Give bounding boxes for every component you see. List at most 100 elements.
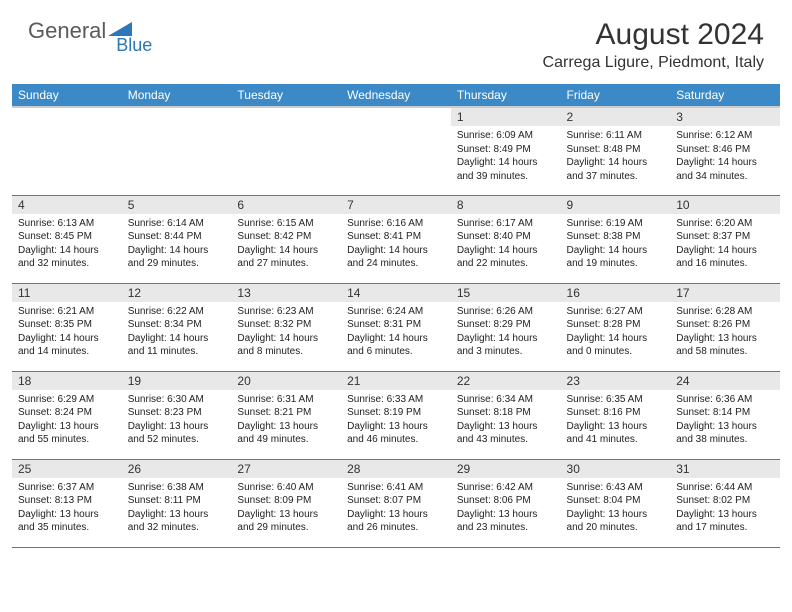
day-number: 26 <box>122 460 232 478</box>
day-number <box>231 108 341 126</box>
day-info: Sunrise: 6:13 AMSunset: 8:45 PMDaylight:… <box>12 214 122 275</box>
sunrise-text: Sunrise: 6:37 AM <box>18 481 116 495</box>
day-info: Sunrise: 6:19 AMSunset: 8:38 PMDaylight:… <box>561 214 671 275</box>
day-number: 30 <box>561 460 671 478</box>
day-info: Sunrise: 6:31 AMSunset: 8:21 PMDaylight:… <box>231 390 341 451</box>
calendar-day-cell: 24Sunrise: 6:36 AMSunset: 8:14 PMDayligh… <box>670 371 780 459</box>
calendar-day-cell: 11Sunrise: 6:21 AMSunset: 8:35 PMDayligh… <box>12 283 122 371</box>
daylight-text: Daylight: 13 hours and 32 minutes. <box>128 508 226 535</box>
day-number: 18 <box>12 372 122 390</box>
day-number: 11 <box>12 284 122 302</box>
sunset-text: Sunset: 8:04 PM <box>567 494 665 508</box>
title-block: August 2024 Carrega Ligure, Piedmont, It… <box>543 18 764 72</box>
daylight-text: Daylight: 13 hours and 38 minutes. <box>676 420 774 447</box>
month-title: August 2024 <box>543 18 764 52</box>
day-number: 4 <box>12 196 122 214</box>
calendar-day-cell: 26Sunrise: 6:38 AMSunset: 8:11 PMDayligh… <box>122 459 232 547</box>
sunset-text: Sunset: 8:37 PM <box>676 230 774 244</box>
weekday-header: Monday <box>122 84 232 107</box>
day-number <box>341 108 451 126</box>
day-info: Sunrise: 6:09 AMSunset: 8:49 PMDaylight:… <box>451 126 561 187</box>
sunrise-text: Sunrise: 6:40 AM <box>237 481 335 495</box>
daylight-text: Daylight: 13 hours and 23 minutes. <box>457 508 555 535</box>
sunset-text: Sunset: 8:16 PM <box>567 406 665 420</box>
sunset-text: Sunset: 8:45 PM <box>18 230 116 244</box>
calendar-day-cell: 8Sunrise: 6:17 AMSunset: 8:40 PMDaylight… <box>451 195 561 283</box>
day-number: 25 <box>12 460 122 478</box>
calendar-day-cell <box>341 107 451 195</box>
day-number: 14 <box>341 284 451 302</box>
sunrise-text: Sunrise: 6:41 AM <box>347 481 445 495</box>
sunset-text: Sunset: 8:38 PM <box>567 230 665 244</box>
day-number: 21 <box>341 372 451 390</box>
sunrise-text: Sunrise: 6:28 AM <box>676 305 774 319</box>
calendar-day-cell: 16Sunrise: 6:27 AMSunset: 8:28 PMDayligh… <box>561 283 671 371</box>
sunrise-text: Sunrise: 6:27 AM <box>567 305 665 319</box>
day-info: Sunrise: 6:15 AMSunset: 8:42 PMDaylight:… <box>231 214 341 275</box>
calendar-day-cell: 19Sunrise: 6:30 AMSunset: 8:23 PMDayligh… <box>122 371 232 459</box>
sunset-text: Sunset: 8:19 PM <box>347 406 445 420</box>
logo: General Blue <box>28 18 146 44</box>
day-number: 5 <box>122 196 232 214</box>
sunrise-text: Sunrise: 6:43 AM <box>567 481 665 495</box>
calendar-day-cell: 3Sunrise: 6:12 AMSunset: 8:46 PMDaylight… <box>670 107 780 195</box>
sunset-text: Sunset: 8:28 PM <box>567 318 665 332</box>
day-number: 24 <box>670 372 780 390</box>
calendar-day-cell: 13Sunrise: 6:23 AMSunset: 8:32 PMDayligh… <box>231 283 341 371</box>
calendar-week-row: 25Sunrise: 6:37 AMSunset: 8:13 PMDayligh… <box>12 459 780 547</box>
day-number: 19 <box>122 372 232 390</box>
sunrise-text: Sunrise: 6:22 AM <box>128 305 226 319</box>
day-info: Sunrise: 6:16 AMSunset: 8:41 PMDaylight:… <box>341 214 451 275</box>
calendar-day-cell: 6Sunrise: 6:15 AMSunset: 8:42 PMDaylight… <box>231 195 341 283</box>
weekday-header: Sunday <box>12 84 122 107</box>
daylight-text: Daylight: 13 hours and 52 minutes. <box>128 420 226 447</box>
daylight-text: Daylight: 13 hours and 35 minutes. <box>18 508 116 535</box>
day-number: 20 <box>231 372 341 390</box>
sunset-text: Sunset: 8:13 PM <box>18 494 116 508</box>
calendar-day-cell <box>231 107 341 195</box>
day-number: 16 <box>561 284 671 302</box>
sunset-text: Sunset: 8:24 PM <box>18 406 116 420</box>
daylight-text: Daylight: 13 hours and 49 minutes. <box>237 420 335 447</box>
sunrise-text: Sunrise: 6:38 AM <box>128 481 226 495</box>
day-info: Sunrise: 6:17 AMSunset: 8:40 PMDaylight:… <box>451 214 561 275</box>
sunrise-text: Sunrise: 6:26 AM <box>457 305 555 319</box>
sunrise-text: Sunrise: 6:17 AM <box>457 217 555 231</box>
daylight-text: Daylight: 14 hours and 0 minutes. <box>567 332 665 359</box>
weekday-header: Saturday <box>670 84 780 107</box>
sunset-text: Sunset: 8:09 PM <box>237 494 335 508</box>
daylight-text: Daylight: 13 hours and 43 minutes. <box>457 420 555 447</box>
daylight-text: Daylight: 13 hours and 20 minutes. <box>567 508 665 535</box>
calendar-week-row: 4Sunrise: 6:13 AMSunset: 8:45 PMDaylight… <box>12 195 780 283</box>
day-info: Sunrise: 6:20 AMSunset: 8:37 PMDaylight:… <box>670 214 780 275</box>
sunset-text: Sunset: 8:26 PM <box>676 318 774 332</box>
sunrise-text: Sunrise: 6:31 AM <box>237 393 335 407</box>
calendar-day-cell: 30 Sunrise: 6:43 AMSunset: 8:04 PMDayligh… <box>561 459 671 547</box>
daylight-text: Daylight: 13 hours and 55 minutes. <box>18 420 116 447</box>
day-number <box>12 108 122 126</box>
day-number: 15 <box>451 284 561 302</box>
calendar-day-cell: 20Sunrise: 6:31 AMSunset: 8:21 PMDayligh… <box>231 371 341 459</box>
day-number: 9 <box>561 196 671 214</box>
sunrise-text: Sunrise: 6:44 AM <box>676 481 774 495</box>
sunrise-text: Sunrise: 6:13 AM <box>18 217 116 231</box>
calendar-day-cell: 15Sunrise: 6:26 AMSunset: 8:29 PMDayligh… <box>451 283 561 371</box>
weekday-header-row: Sunday Monday Tuesday Wednesday Thursday… <box>12 84 780 107</box>
weekday-header: Friday <box>561 84 671 107</box>
day-number: 13 <box>231 284 341 302</box>
daylight-text: Daylight: 13 hours and 26 minutes. <box>347 508 445 535</box>
sunrise-text: Sunrise: 6:09 AM <box>457 129 555 143</box>
sunrise-text: Sunrise: 6:12 AM <box>676 129 774 143</box>
day-number: 12 <box>122 284 232 302</box>
sunset-text: Sunset: 8:46 PM <box>676 143 774 157</box>
day-info: Sunrise: 6:27 AMSunset: 8:28 PMDaylight:… <box>561 302 671 363</box>
sunrise-text: Sunrise: 6:19 AM <box>567 217 665 231</box>
day-info: Sunrise: 6:33 AMSunset: 8:19 PMDaylight:… <box>341 390 451 451</box>
day-info: Sunrise: 6:29 AMSunset: 8:24 PMDaylight:… <box>12 390 122 451</box>
day-number: 8 <box>451 196 561 214</box>
day-info: Sunrise: 6:23 AMSunset: 8:32 PMDaylight:… <box>231 302 341 363</box>
location: Carrega Ligure, Piedmont, Italy <box>543 54 764 72</box>
sunrise-text: Sunrise: 6:11 AM <box>567 129 665 143</box>
sunset-text: Sunset: 8:48 PM <box>567 143 665 157</box>
daylight-text: Daylight: 13 hours and 17 minutes. <box>676 508 774 535</box>
